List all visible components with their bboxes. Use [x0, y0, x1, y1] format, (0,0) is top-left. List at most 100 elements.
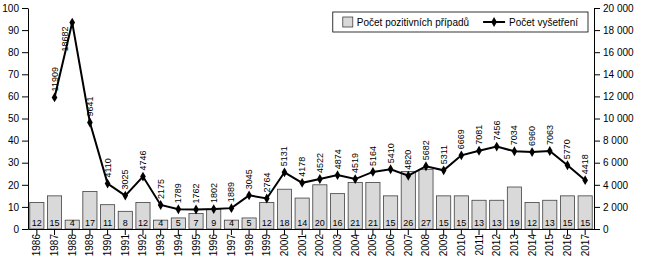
- x-tick: 2007: [403, 229, 414, 256]
- bar: [171, 218, 185, 229]
- y2-tick: 14 000: [594, 69, 634, 80]
- bar: [295, 198, 309, 229]
- bar-label: 4: [70, 218, 75, 228]
- x-tick-label: 1989: [84, 234, 95, 257]
- bar-label: 8: [123, 218, 128, 228]
- legend-label: Počet pozitivních případů: [357, 17, 469, 28]
- bar-label: 12: [138, 218, 148, 228]
- x-tick-label: 2006: [385, 234, 396, 257]
- line-marker: [423, 161, 429, 171]
- bar-label: 14: [297, 218, 307, 228]
- bar: [30, 202, 44, 229]
- y2-tick-label: 10 000: [603, 113, 634, 124]
- y2-tick-label: 18 000: [603, 25, 634, 36]
- bar-label: 4: [229, 218, 234, 228]
- x-tick: 1997: [226, 229, 237, 256]
- bar-label: 12: [527, 218, 537, 228]
- y2-tick: 6 000: [594, 157, 628, 168]
- bar: [313, 185, 327, 229]
- line-marker: [529, 147, 535, 157]
- legend-box: [333, 12, 588, 32]
- line-label: 1802: [209, 183, 219, 203]
- line-marker: [299, 178, 305, 188]
- bar-label: 27: [421, 218, 431, 228]
- y2-tick-mark: [594, 141, 600, 142]
- bar: [437, 196, 451, 229]
- line-label: 4110: [103, 158, 113, 177]
- bar-label: 5: [247, 218, 252, 228]
- y-tick-label: 90: [8, 25, 20, 36]
- line-label: 7063: [545, 125, 555, 145]
- legend-label: Počet vyšetření: [509, 17, 578, 28]
- line-label: 6960: [527, 126, 537, 146]
- x-tick-label: 2008: [420, 234, 431, 257]
- x-axis: 1986198719881989199019911992199319941995…: [29, 229, 595, 256]
- line-marker: [211, 204, 217, 214]
- line-marker: [122, 191, 128, 201]
- x-tick-label: 2017: [580, 234, 591, 257]
- y2-tick-label: 8 000: [603, 135, 628, 146]
- y2-tick: 12 000: [594, 91, 634, 102]
- y2-tick-label: 12 000: [603, 91, 634, 102]
- x-axis-line: [29, 229, 595, 230]
- y2-tick: 8 000: [594, 135, 628, 146]
- bar: [454, 196, 468, 229]
- y2-tick-mark: [594, 163, 600, 164]
- x-tick: 2000: [279, 229, 290, 256]
- line-marker: [264, 194, 270, 204]
- bar-label: 15: [439, 218, 449, 228]
- x-tick: 1998: [244, 229, 255, 256]
- x-tick-label: 1994: [173, 234, 184, 257]
- x-tick-label: 2014: [527, 234, 538, 257]
- y-tick-label: 10: [8, 202, 20, 213]
- line-marker: [69, 18, 75, 28]
- line-marker: [246, 190, 252, 200]
- bar-label: 16: [333, 218, 343, 228]
- chart: 010203040506070809010002 0004 0006 0008 …: [0, 0, 650, 263]
- x-tick: 1986: [31, 229, 42, 256]
- bar: [189, 214, 203, 229]
- x-tick-label: 2005: [367, 234, 378, 257]
- x-tick: 2004: [350, 229, 361, 256]
- x-tick-label: 2013: [509, 234, 520, 257]
- line-label: 1889: [226, 182, 236, 202]
- y-tick-label: 40: [8, 135, 20, 146]
- x-tick-label: 2004: [350, 234, 361, 257]
- y2-tick: 16 000: [594, 47, 634, 58]
- x-tick: 2015: [544, 229, 555, 256]
- y-tick-mark: [22, 119, 28, 120]
- x-tick: 1987: [49, 229, 60, 256]
- y2-tick: 18 000: [594, 25, 634, 36]
- line-marker: [388, 164, 394, 174]
- bar-label: 18: [279, 218, 289, 228]
- line-marker: [229, 203, 235, 213]
- y-tick: 60: [8, 91, 28, 102]
- line-label: 5164: [368, 146, 378, 166]
- bar: [560, 196, 574, 229]
- line-label: 5682: [421, 140, 431, 160]
- bar-label: 11: [103, 218, 112, 228]
- legend-item: Počet vyšetření: [483, 17, 578, 28]
- line-marker: [494, 142, 500, 152]
- y-tick: 80: [8, 47, 28, 58]
- y-tick: 10: [8, 202, 28, 213]
- bar: [384, 196, 398, 229]
- line-label: 4522: [315, 153, 325, 173]
- y2-tick-mark: [594, 30, 600, 31]
- x-tick-label: 1992: [137, 234, 148, 257]
- y2-tick-mark: [594, 52, 600, 53]
- line-marker: [352, 174, 358, 184]
- line-marker: [441, 165, 447, 175]
- y2-tick-mark: [594, 8, 600, 9]
- bar-label: 13: [492, 218, 502, 228]
- x-tick-label: 2010: [456, 234, 467, 257]
- y-tick-label: 100: [2, 3, 19, 14]
- y-tick: 40: [8, 135, 28, 146]
- y-tick-label: 0: [13, 224, 19, 235]
- x-tick-label: 2009: [438, 234, 449, 257]
- x-tick-label: 1986: [31, 234, 42, 257]
- y2-tick-label: 14 000: [603, 69, 634, 80]
- x-tick: 2005: [367, 229, 378, 256]
- line-label: 2175: [156, 179, 166, 199]
- y2-tick-mark: [594, 74, 600, 75]
